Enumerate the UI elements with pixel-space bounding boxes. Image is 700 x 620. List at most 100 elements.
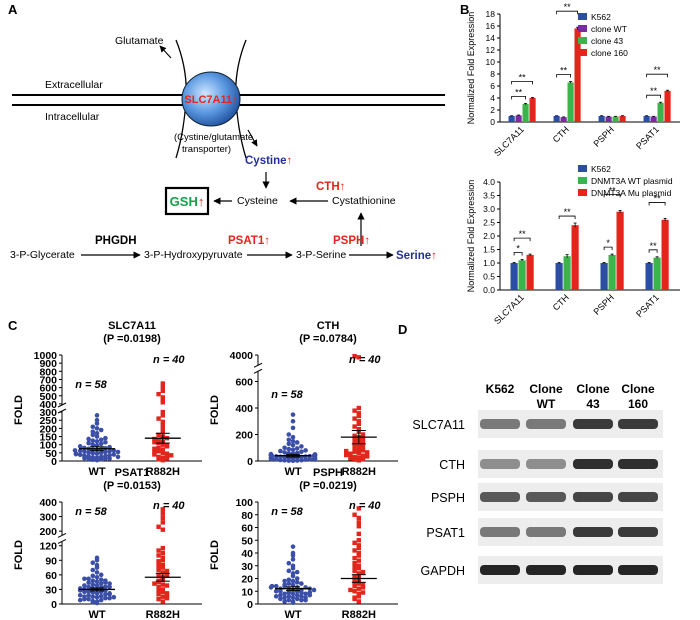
y-tick-label: 700 xyxy=(39,374,57,386)
dot-r882h xyxy=(352,424,357,429)
dot-r882h xyxy=(156,391,161,397)
y-tick-label: 4 xyxy=(490,93,495,103)
dot-r882h xyxy=(365,454,370,459)
significance-label: ** xyxy=(654,65,662,75)
dot-wt xyxy=(290,582,296,588)
dot-wt xyxy=(312,454,318,460)
y-tick-label: 400 xyxy=(39,399,57,411)
y-tick-label: 600 xyxy=(39,383,57,395)
legend-label: clone 43 xyxy=(591,36,623,46)
dot-r882h xyxy=(365,450,370,455)
significance-label: ** xyxy=(654,193,662,203)
x-tick-label: R882H xyxy=(146,609,180,620)
dot-r882h xyxy=(352,449,357,454)
dot-r882h xyxy=(156,596,161,602)
dot-wt xyxy=(115,449,121,455)
dot-wt xyxy=(94,579,100,584)
dot-r882h xyxy=(360,436,366,441)
dot-wt xyxy=(94,583,100,588)
dot-r882h xyxy=(156,559,161,564)
transporter-label: SLC7A11↑ xyxy=(184,94,237,106)
lane-label: Clone xyxy=(529,382,563,396)
dot-wt xyxy=(90,429,96,434)
y-tick-label: 0 xyxy=(51,599,57,611)
n-label: n = 40 xyxy=(153,500,185,512)
dot-r882h xyxy=(156,524,161,529)
dot-r882h xyxy=(356,599,361,604)
significance-bracket xyxy=(511,96,526,100)
dot-r882h xyxy=(164,443,170,448)
y-tick-label: 60 xyxy=(241,523,253,535)
dot-wt xyxy=(290,571,296,576)
dot-wt xyxy=(82,453,87,459)
dot-wt xyxy=(286,437,292,443)
y-tick-label: 30 xyxy=(45,584,57,596)
dot-r882h xyxy=(160,426,165,431)
dot-r882h xyxy=(356,586,361,591)
dot-wt xyxy=(103,595,108,601)
psat1-pathway-label: PSAT1↑ xyxy=(228,235,270,247)
dot-wt xyxy=(86,596,91,602)
dot-r882h xyxy=(356,520,361,525)
y-tick-label: 50 xyxy=(45,448,57,460)
lane-label: WT xyxy=(537,397,556,411)
significance-bracket xyxy=(556,10,578,15)
dot-r882h xyxy=(160,511,165,516)
dot-wt xyxy=(94,591,100,596)
intracellular-label: Intracellular xyxy=(45,111,100,123)
bar xyxy=(571,225,579,290)
dot-wt xyxy=(103,439,108,445)
dot-wt xyxy=(294,592,300,598)
legend-swatch xyxy=(578,165,587,172)
dot-wt xyxy=(282,591,287,597)
dot-r882h xyxy=(152,436,157,442)
dot-wt xyxy=(94,574,100,580)
serine-label: Serine↑ xyxy=(396,250,437,262)
dot-wt xyxy=(77,597,83,603)
bar xyxy=(553,116,560,122)
dot-r882h xyxy=(160,442,165,447)
dot-r882h xyxy=(352,575,357,580)
y-tick-label: 1000 xyxy=(34,350,58,362)
dot-wt xyxy=(107,584,112,590)
y-tick-label: 6 xyxy=(490,81,495,91)
x-tick-label: SLC7A11 xyxy=(492,124,526,158)
psph-pathway-label: PSPH↑ xyxy=(333,235,370,247)
dot-r882h xyxy=(160,455,165,460)
y-tick-label: 100 xyxy=(235,497,253,509)
dot-wt xyxy=(107,456,112,461)
bar xyxy=(567,82,574,122)
dot-r882h xyxy=(356,421,361,427)
dot-wt xyxy=(103,435,108,441)
dot-wt xyxy=(94,594,100,600)
dot-r882h xyxy=(348,456,353,461)
blot-band xyxy=(526,419,566,429)
dot-r882h xyxy=(356,413,361,419)
dot-r882h xyxy=(160,385,165,390)
y-axis-title: Normalized Fold Expression xyxy=(466,180,476,293)
scatter-cth: 0 200 400 600 4000 FOLD CTH(P =0.0784) WT n = 58… xyxy=(209,320,398,478)
y-tick-label: 800 xyxy=(39,366,57,378)
dot-r882h xyxy=(360,432,366,437)
panel-label-b: B xyxy=(460,2,469,17)
dot-wt xyxy=(111,594,117,600)
dot-r882h xyxy=(164,573,170,579)
dot-r882h xyxy=(160,589,165,595)
dot-r882h xyxy=(160,395,165,400)
gsh-box xyxy=(164,186,210,216)
lane-label: 43 xyxy=(586,397,600,411)
dot-wt xyxy=(94,421,100,426)
dot-wt xyxy=(294,446,300,451)
x-tick-label: R882H xyxy=(342,466,376,478)
dot-wt xyxy=(278,448,283,454)
dot-r882h xyxy=(156,432,161,438)
dot-r882h xyxy=(156,454,161,460)
dot-wt xyxy=(286,577,292,583)
dot-r882h xyxy=(356,455,361,460)
dot-wt xyxy=(111,452,117,457)
dot-wt xyxy=(290,442,296,448)
dot-r882h xyxy=(356,581,361,586)
x-tick-label: SLC7A11 xyxy=(492,292,526,326)
dot-wt xyxy=(290,412,296,417)
